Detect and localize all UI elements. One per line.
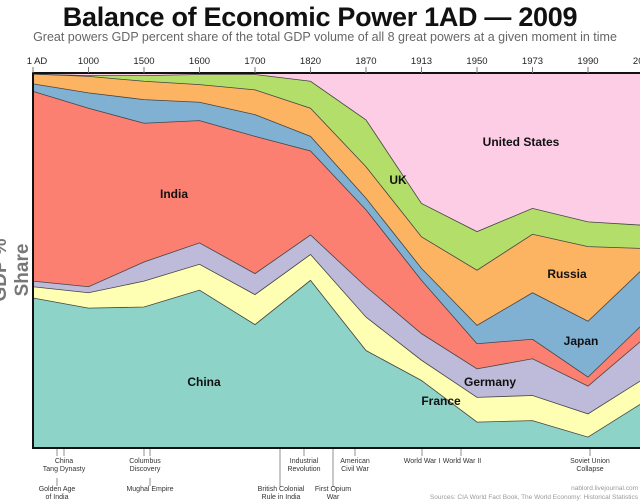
chart-title: Balance of Economic Power 1AD — 2009 xyxy=(62,2,578,32)
x-tick-label: 1990 xyxy=(577,56,598,67)
boundary-russia xyxy=(32,73,640,271)
annotation-british-colonial: British Colonial Rule in India xyxy=(257,486,305,501)
area-japan xyxy=(33,83,640,378)
x-tick-label: 1000 xyxy=(78,56,99,67)
x-tick-label: 1600 xyxy=(189,56,210,67)
annotation-tang-dynasty: China Tang Dynasty xyxy=(42,458,86,473)
area-united-states xyxy=(33,73,640,232)
series-label-japan: Japan xyxy=(564,334,599,348)
annotation-first-opium-war: First Opium War xyxy=(314,486,352,501)
boundary-india xyxy=(32,90,640,378)
annotation-american-civil-war: American Civil War xyxy=(340,458,370,473)
annotation-industrial-revolution: Industrial Revolution xyxy=(287,458,321,473)
annotation-columbus: Columbus Discovery xyxy=(129,458,161,473)
area-france xyxy=(33,254,640,438)
annotation-mughal-empire: Mughal Empire xyxy=(126,486,174,493)
series-label-china: China xyxy=(187,375,221,389)
series-label-india: India xyxy=(160,187,188,201)
area-china xyxy=(33,280,640,448)
x-tick-label: 1500 xyxy=(133,56,154,67)
x-tick-label: 2009 xyxy=(633,56,640,67)
area-uk xyxy=(33,74,640,271)
x-tick-label: 1870 xyxy=(355,56,376,67)
credit-text: nablord.livejournal.com xyxy=(571,485,638,492)
area-germany xyxy=(33,235,640,414)
series-label-united-states: United States xyxy=(483,135,560,149)
boundary-uk xyxy=(32,73,640,233)
boundary-france xyxy=(32,253,640,415)
series-label-russia: Russia xyxy=(547,267,587,281)
annotation-world-war-2: World War II xyxy=(442,458,482,465)
x-tick-label: 1950 xyxy=(466,56,487,67)
plot-frame xyxy=(32,72,640,449)
chart-subtitle: Great powers GDP percent share of the to… xyxy=(33,30,617,44)
x-tick-label: 1913 xyxy=(411,56,432,67)
area-india xyxy=(33,91,640,387)
x-tick-label: 1820 xyxy=(300,56,321,67)
series-label-uk: UK xyxy=(389,173,407,187)
area-russia xyxy=(33,74,640,326)
boundary-japan xyxy=(32,83,640,326)
annotation-soviet-collapse: Soviet Union Collapse xyxy=(570,458,610,473)
series-label-france: France xyxy=(421,394,461,408)
sources-text: Sources: CIA World Fact Book, The World … xyxy=(429,494,638,501)
annotation-world-war-1: World War I xyxy=(403,458,441,465)
x-tick-label: 1 AD xyxy=(27,56,48,67)
x-tick-label: 1700 xyxy=(244,56,265,67)
annotation-golden-age-india: Golden Age of India xyxy=(38,486,76,501)
boundary-china xyxy=(32,279,640,438)
series-label-germany: Germany xyxy=(464,375,516,389)
x-tick-label: 1973 xyxy=(522,56,543,67)
boundary-germany xyxy=(32,234,640,387)
